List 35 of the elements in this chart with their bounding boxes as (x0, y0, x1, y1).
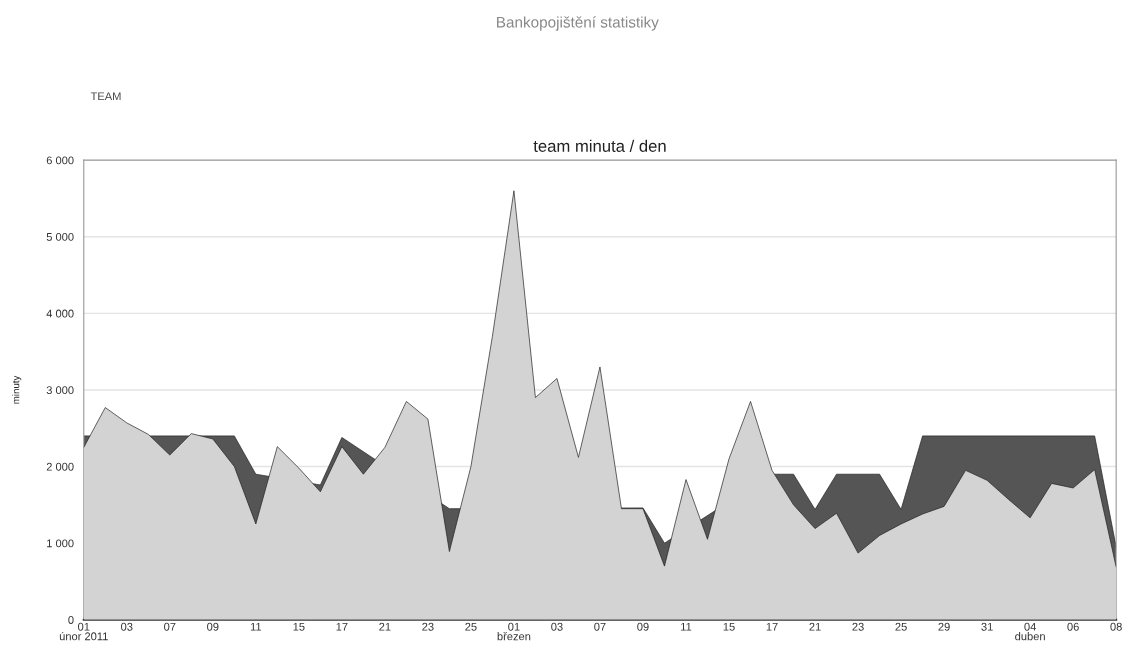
x-tick-label: 01 březen (497, 622, 531, 641)
x-tick-label: 25 (465, 622, 477, 631)
y-tick-label: 2 000 (46, 462, 74, 471)
x-tick-label: 08 (1110, 622, 1122, 631)
x-tick-label: 21 (809, 622, 821, 631)
x-tick-label: 03 (551, 622, 563, 631)
x-tick-label: 31 (981, 622, 993, 631)
x-tick-label: 03 (121, 622, 133, 631)
x-tick-label: 23 (422, 622, 434, 631)
x-tick-label: 17 (766, 622, 778, 631)
x-tick-label: 06 (1067, 622, 1079, 631)
y-tick-label: 6 000 (46, 156, 74, 165)
x-tick-label: 23 (852, 622, 864, 631)
x-tick-label: 15 (723, 622, 735, 631)
x-tick-label: 07 (594, 622, 606, 631)
y-tick-label: 5 000 (46, 233, 74, 241)
x-tick-label: 11 (681, 622, 692, 631)
x-tick-label: 25 (895, 622, 907, 631)
text: Bankopojištění statistiky (497, 16, 659, 31)
x-tick-label: 15 (293, 622, 305, 631)
x-tick-label: 11 (250, 622, 262, 631)
x-tick-label: 09 (207, 622, 219, 631)
chart-title: team minuta / den (533, 139, 666, 152)
x-tick-label: 07 (164, 622, 176, 631)
y-axis-title: minuty (12, 375, 22, 404)
x-tick-label: 17 (336, 622, 348, 631)
x-tick-label: 04 duben (1015, 622, 1045, 641)
x-tick-label: 29 (938, 622, 950, 631)
text: TEAM (90, 92, 121, 101)
x-tick-label: 21 (379, 622, 391, 631)
y-tick-label: 3 000 (46, 386, 74, 395)
y-tick-label: 1 000 (47, 539, 74, 548)
y-tick-label: 4 000 (46, 309, 74, 318)
x-tick-label: 09 (637, 622, 649, 631)
y-tick-label: 0 (68, 616, 74, 624)
